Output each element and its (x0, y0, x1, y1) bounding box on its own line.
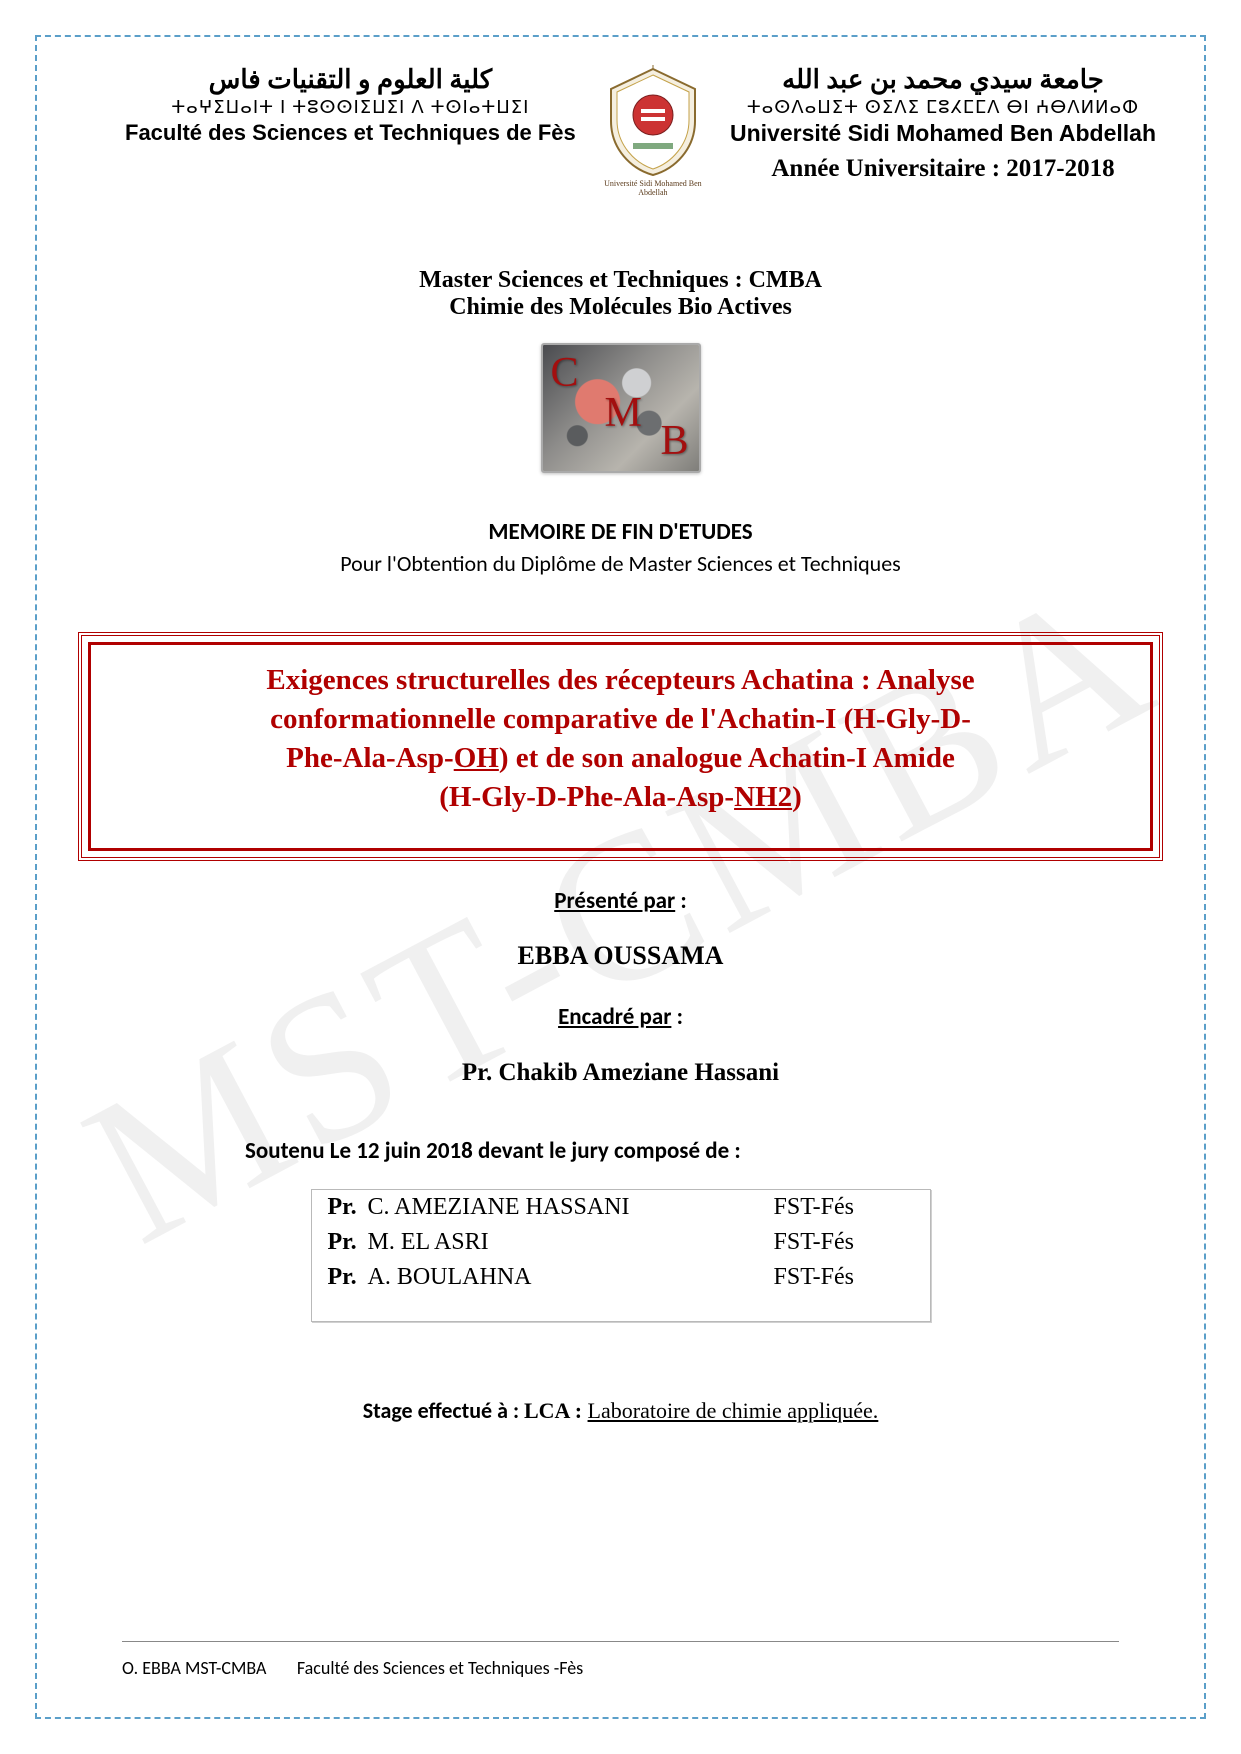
jury-table: Pr. C. AMEZIANE HASSANI FST-Fés Pr. M. E… (311, 1189, 931, 1322)
header-right: جامعة سيدي محمد بن عبد الله ⵜⴰⵙⴷⴰⵡⵉⵜ ⵙⵉⴷ… (730, 65, 1156, 183)
jury-prefix: Pr. (328, 1194, 368, 1221)
author-name: EBBA OUSSAMA (60, 941, 1181, 971)
content: كلية العلوم و التقنيات فاس ⵜⴰⵖⵉⵡⴰⵏⵜ ⵏ ⵜⵓ… (60, 55, 1181, 1699)
page: O. EBBA MST-CMBA Faculté des Sciences et… (0, 0, 1241, 1754)
presented-by-block: Présenté par : (60, 887, 1181, 915)
memoire-block: MEMOIRE DE FIN D'ETUDES Pour l'Obtention… (60, 518, 1181, 577)
faculty-name-french: Faculté des Sciences et Techniques de Fè… (125, 120, 576, 146)
jury-spacer (312, 1295, 930, 1321)
jury-name: C. AMEZIANE HASSANI (368, 1194, 774, 1221)
cmb-letter-b: B (660, 417, 688, 465)
title-line-3: Phe-Ala-Asp-OH) et de son analogue Achat… (115, 739, 1126, 778)
jury-name: M. EL ASRI (368, 1229, 774, 1256)
thesis-title-frame-inner: Exigences structurelles des récepteurs A… (88, 642, 1153, 851)
supervised-by-block: Encadré par : (60, 1003, 1181, 1031)
jury-prefix: Pr. (328, 1264, 368, 1291)
university-name-french: Université Sidi Mohamed Ben Abdellah (730, 120, 1156, 147)
faculty-name-tifinagh: ⵜⴰⵖⵉⵡⴰⵏⵜ ⵏ ⵜⵓⵙⵙⵏⵉⵡⵉⵏ ⴷ ⵜⵙⵏⴰⵜⵡⵉⵏ (171, 97, 529, 118)
supervised-by-label: Encadré par (558, 1003, 671, 1031)
jury-row: Pr. A. BOULAHNA FST-Fés (312, 1260, 930, 1295)
colon-1: : (675, 887, 687, 915)
jury-name: A. BOULAHNA (368, 1264, 774, 1291)
title-line-2: conformationnelle comparative de l'Achat… (115, 700, 1126, 739)
stage-lca: LCA : (524, 1398, 588, 1423)
thesis-title-frame: Exigences structurelles des récepteurs A… (78, 632, 1163, 861)
crest-caption: Université Sidi Mohamed Ben Abdellah (598, 179, 708, 197)
jury-row: Pr. M. EL ASRI FST-Fés (312, 1225, 930, 1260)
title-line-4: (H-Gly-D-Phe-Ala-Asp-NH2) (115, 778, 1126, 817)
internship-location: Stage effectué à : LCA : Laboratoire de … (60, 1397, 1181, 1424)
master-program-block: Master Sciences et Techniques : CMBA Chi… (60, 267, 1181, 321)
jury-prefix: Pr. (328, 1229, 368, 1256)
title-l3-a: Phe-Ala-Asp- (286, 742, 454, 774)
stage-label: Stage effectué à : (363, 1397, 524, 1424)
supervisor-name: Pr. Chakib Ameziane Hassani (60, 1059, 1181, 1087)
colon-2: : (671, 1003, 683, 1031)
cmb-letter-c: C (551, 349, 579, 397)
title-l4-underline: NH2 (734, 781, 792, 813)
master-line-2: Chimie des Molécules Bio Actives (60, 294, 1181, 321)
cmb-letter-m: M (605, 389, 642, 437)
thesis-title: Exigences structurelles des récepteurs A… (97, 653, 1144, 840)
memoire-subtitle: Pour l'Obtention du Diplôme de Master Sc… (60, 550, 1181, 577)
memoire-heading: MEMOIRE DE FIN D'ETUDES (60, 518, 1181, 546)
stage-value: Laboratoire de chimie appliquée. (588, 1398, 879, 1423)
academic-year: Année Universitaire : 2017-2018 (771, 155, 1114, 183)
jury-inst: FST-Fés (774, 1194, 914, 1221)
faculty-name-arabic: كلية العلوم و التقنيات فاس (209, 65, 492, 95)
title-l3-underline: OH (454, 742, 499, 774)
jury-inst: FST-Fés (774, 1264, 914, 1291)
title-l4-a: (H-Gly-D-Phe-Ala-Asp- (439, 781, 734, 813)
title-line-1: Exigences structurelles des récepteurs A… (115, 661, 1126, 700)
title-l3-b: ) et de son analogue Achatin-I Amide (499, 742, 955, 774)
jury-row: Pr. C. AMEZIANE HASSANI FST-Fés (312, 1190, 930, 1225)
university-name-arabic: جامعة سيدي محمد بن عبد الله (782, 65, 1104, 95)
title-l4-b: ) (792, 781, 802, 813)
presented-by-label: Présenté par (554, 887, 675, 915)
university-name-tifinagh: ⵜⴰⵙⴷⴰⵡⵉⵜ ⵙⵉⴷⵉ ⵎⵓⵃⵎⵎⴷ ⴱⵏ ⵄⴱⴷⵍⵍⴰⵀ (747, 97, 1139, 118)
header-row: كلية العلوم و التقنيات فاس ⵜⴰⵖⵉⵡⴰⵏⵜ ⵏ ⵜⵓ… (60, 55, 1181, 197)
header-left: كلية العلوم و التقنيات فاس ⵜⴰⵖⵉⵡⴰⵏⵜ ⵏ ⵜⵓ… (125, 65, 576, 146)
cmb-logo-icon: C M B (541, 343, 701, 473)
defense-line: Soutenu Le 12 juin 2018 devant le jury c… (245, 1137, 1181, 1165)
university-crest-icon: Université Sidi Mohamed Ben Abdellah (598, 65, 708, 197)
jury-inst: FST-Fés (774, 1229, 914, 1256)
master-line-1: Master Sciences et Techniques : CMBA (60, 267, 1181, 294)
